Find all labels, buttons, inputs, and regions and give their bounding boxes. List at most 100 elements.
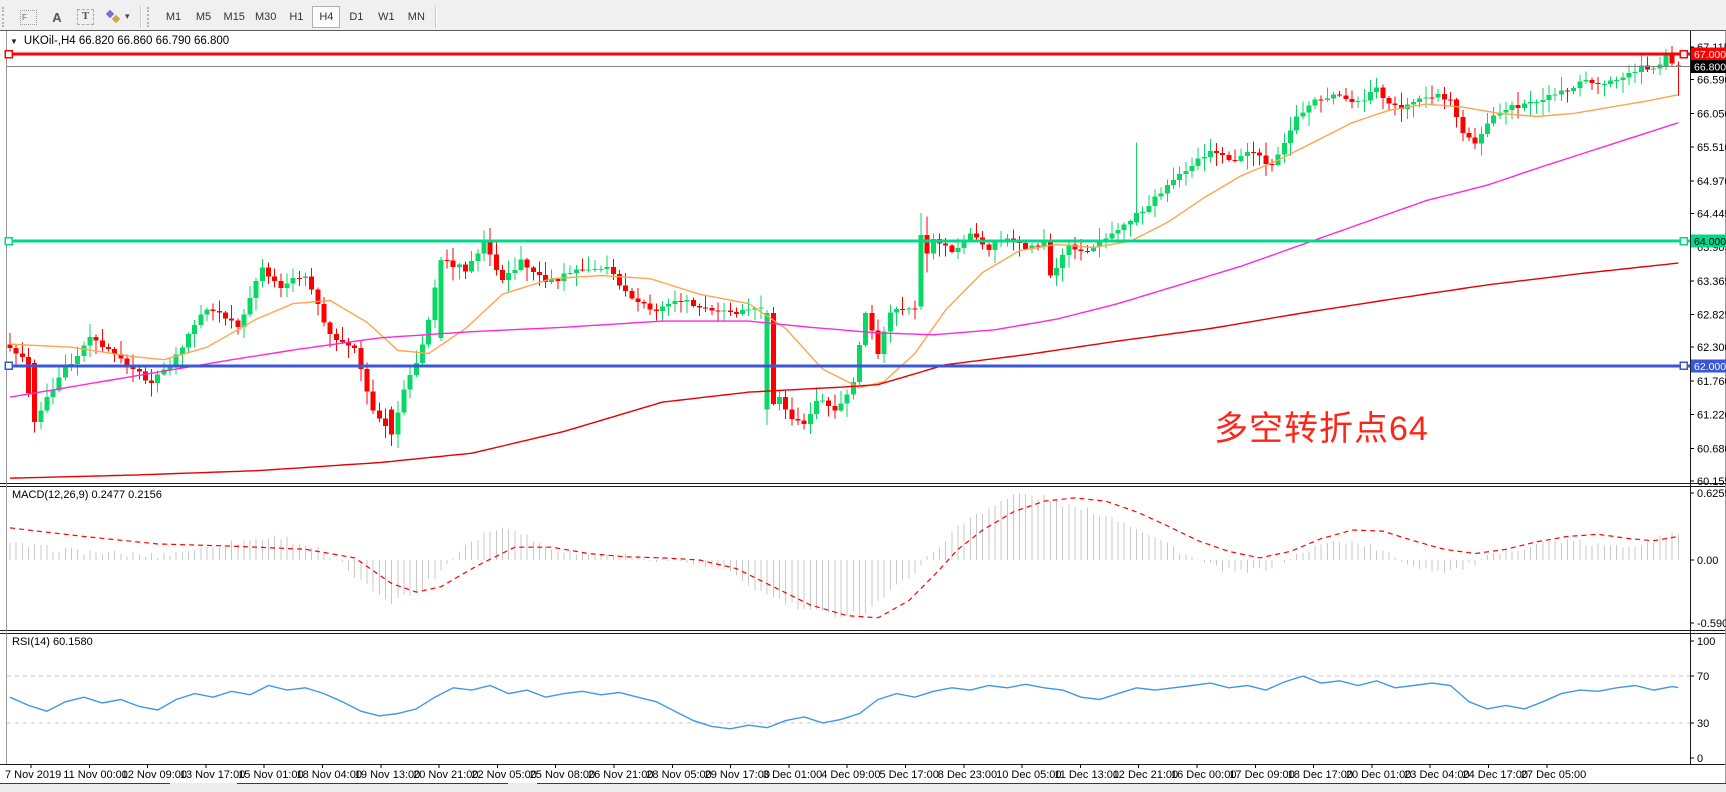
macd-axis-label: 0.6255: [1697, 488, 1726, 500]
price-tick-label: 63.365: [1697, 276, 1726, 288]
price-badge-66.800: [1691, 60, 1726, 74]
timeframe-button-m5[interactable]: M5: [190, 6, 218, 28]
rsi-panel-label: RSI(14) 60.1580: [12, 636, 93, 648]
price-tick-label: 65.510: [1697, 142, 1726, 154]
time-tick-label: 12 Dec 21:00: [1113, 769, 1178, 781]
line-handle: [1679, 49, 1688, 59]
line-handle: [1679, 236, 1688, 246]
macd-signal-line: [9, 497, 1679, 619]
price-badge-label: 62.000: [1694, 361, 1726, 373]
macd-axis-label: -0.5903: [1697, 618, 1726, 630]
time-tick-label: 19 Nov 13:00: [355, 769, 420, 781]
price-tick-label: 64.970: [1697, 176, 1726, 188]
timeframe-drag-handle[interactable]: [146, 7, 156, 27]
price-tick-label: 60.155: [1697, 476, 1726, 488]
chart-title: ▼ UKOil-,H4 66.820 66.860 66.790 66.800: [10, 35, 229, 47]
price-badge-label: 64.000: [1694, 236, 1726, 248]
rsi-axis-label: 70: [1697, 671, 1709, 683]
price-tick-label: 61.220: [1697, 410, 1726, 422]
macd-panel: 0.6255 0.00 -0.5903: [9, 488, 1726, 630]
timeframe-button-w1[interactable]: W1: [372, 6, 400, 28]
macd-panel-label: MACD(12,26,9) 0.2477 0.2156: [12, 489, 162, 501]
grid-f-icon: F: [20, 9, 37, 25]
timeframe-button-d1[interactable]: D1: [342, 6, 370, 28]
time-tick-label: 28 Nov 05:00: [646, 769, 711, 781]
timeframe-button-m1[interactable]: M1: [160, 6, 188, 28]
time-tick-label: 11 Nov 00:00: [63, 769, 128, 781]
time-tick-label: 12 Nov 09:00: [122, 769, 187, 781]
time-tick-label: 16 Dec 00:00: [1171, 769, 1236, 781]
price-axis: 67.11566.59066.05065.51064.97064.44563.9…: [1690, 42, 1726, 488]
ma-slow-red: [9, 262, 1679, 479]
time-tick-label: 20 Dec 01:00: [1346, 769, 1411, 781]
chevron-down-icon: ▾: [125, 12, 130, 22]
time-tick-label: 20 Nov 21:00: [413, 769, 478, 781]
strip-gap: [170, 783, 237, 784]
time-tick-label: 3 Dec 01:00: [763, 769, 822, 781]
symbol-dropdown-icon[interactable]: ▼: [10, 36, 18, 46]
chart-canvas[interactable]: 67.11566.59066.05065.51064.97064.44563.9…: [0, 31, 1726, 792]
objects-diamond-icon: [105, 9, 122, 24]
rsi-panel: 100 70 30 0: [7, 636, 1715, 765]
price-tick-label: 61.760: [1697, 376, 1726, 388]
objects-tool-button[interactable]: ▾: [101, 6, 135, 28]
time-tick-label: 22 Nov 05:00: [471, 769, 536, 781]
toolbar: F A T ▾ M1 M5 M15 M30 H1 H4 D1 W1 MN: [0, 0, 1726, 30]
toolbar-drag-handle[interactable]: [2, 7, 11, 27]
macd-axis-label: 0.00: [1697, 555, 1718, 567]
price-tick-label: 62.825: [1697, 310, 1726, 322]
time-tick-label: 18 Nov 04:00: [297, 769, 362, 781]
time-tick-label: 8 Dec 23:00: [938, 769, 997, 781]
text-box-tool-button[interactable]: T: [72, 6, 99, 28]
timeframe-button-mn[interactable]: MN: [402, 6, 430, 28]
rsi-line: [9, 675, 1679, 730]
time-tick-label: 27 Dec 05:00: [1521, 769, 1586, 781]
price-badge-label: 67.000: [1694, 49, 1726, 61]
time-tick-label: 11 Dec 13:00: [1054, 769, 1119, 781]
text-box-icon: T: [77, 9, 94, 25]
ma-mid-magenta: [9, 122, 1679, 398]
chart-window: 67.11566.59066.05065.51064.97064.44563.9…: [0, 30, 1726, 792]
timeframe-button-h1[interactable]: H1: [282, 6, 310, 28]
line-handle: [1679, 361, 1688, 371]
time-tick-label: 23 Dec 04:00: [1404, 769, 1469, 781]
time-tick-label: 17 Dec 09:00: [1229, 769, 1294, 781]
chart-annotation-text: 多空转折点64: [1214, 410, 1429, 448]
rsi-axis-label: 0: [1697, 753, 1703, 765]
time-tick-label: 18 Dec 17:00: [1288, 769, 1353, 781]
rsi-axis-label: 100: [1697, 636, 1715, 648]
time-tick-label: 26 Nov 21:00: [588, 769, 653, 781]
time-tick-label: 13 Nov 17:00: [180, 769, 245, 781]
panel-frame-lines: [0, 31, 1726, 792]
time-tick-label: 7 Nov 2019: [5, 769, 61, 781]
line-handle: [4, 236, 13, 246]
price-badge-64.000: [1691, 234, 1726, 248]
timeframe-button-m15[interactable]: M15: [220, 6, 249, 28]
time-tick-label: 29 Nov 17:00: [705, 769, 770, 781]
price-tick-label: 64.445: [1697, 208, 1726, 220]
timeframe-button-m30[interactable]: M30: [251, 6, 280, 28]
time-tick-label: 25 Nov 08:00: [530, 769, 595, 781]
horizontal-lines[interactable]: [4, 49, 1690, 371]
time-tick-label: 24 Dec 17:00: [1463, 769, 1528, 781]
price-badge-62.000: [1691, 359, 1726, 373]
time-tick-label: 10 Dec 05:00: [996, 769, 1061, 781]
candles: [7, 46, 1681, 449]
chart-grid-tool-button[interactable]: F: [15, 6, 42, 28]
strip-gap: [508, 783, 537, 784]
price-tick-label: 60.680: [1697, 443, 1726, 455]
line-handle: [4, 49, 13, 59]
price-tick-label: 66.590: [1697, 75, 1726, 87]
bottom-strip: [0, 783, 1726, 792]
toolbar-separator: [139, 6, 141, 28]
toolbar-separator-2: [435, 6, 437, 28]
text-label-tool-button[interactable]: A: [44, 6, 70, 28]
timeframe-button-group: M1 M5 M15 M30 H1 H4 D1 W1 MN: [159, 6, 432, 28]
time-tick-label: 5 Dec 17:00: [880, 769, 939, 781]
price-tick-label: 62.300: [1697, 342, 1726, 354]
price-tick-label: 66.050: [1697, 108, 1726, 120]
timeframe-button-h4[interactable]: H4: [312, 6, 341, 28]
time-tick-label: 4 Dec 09:00: [821, 769, 880, 781]
